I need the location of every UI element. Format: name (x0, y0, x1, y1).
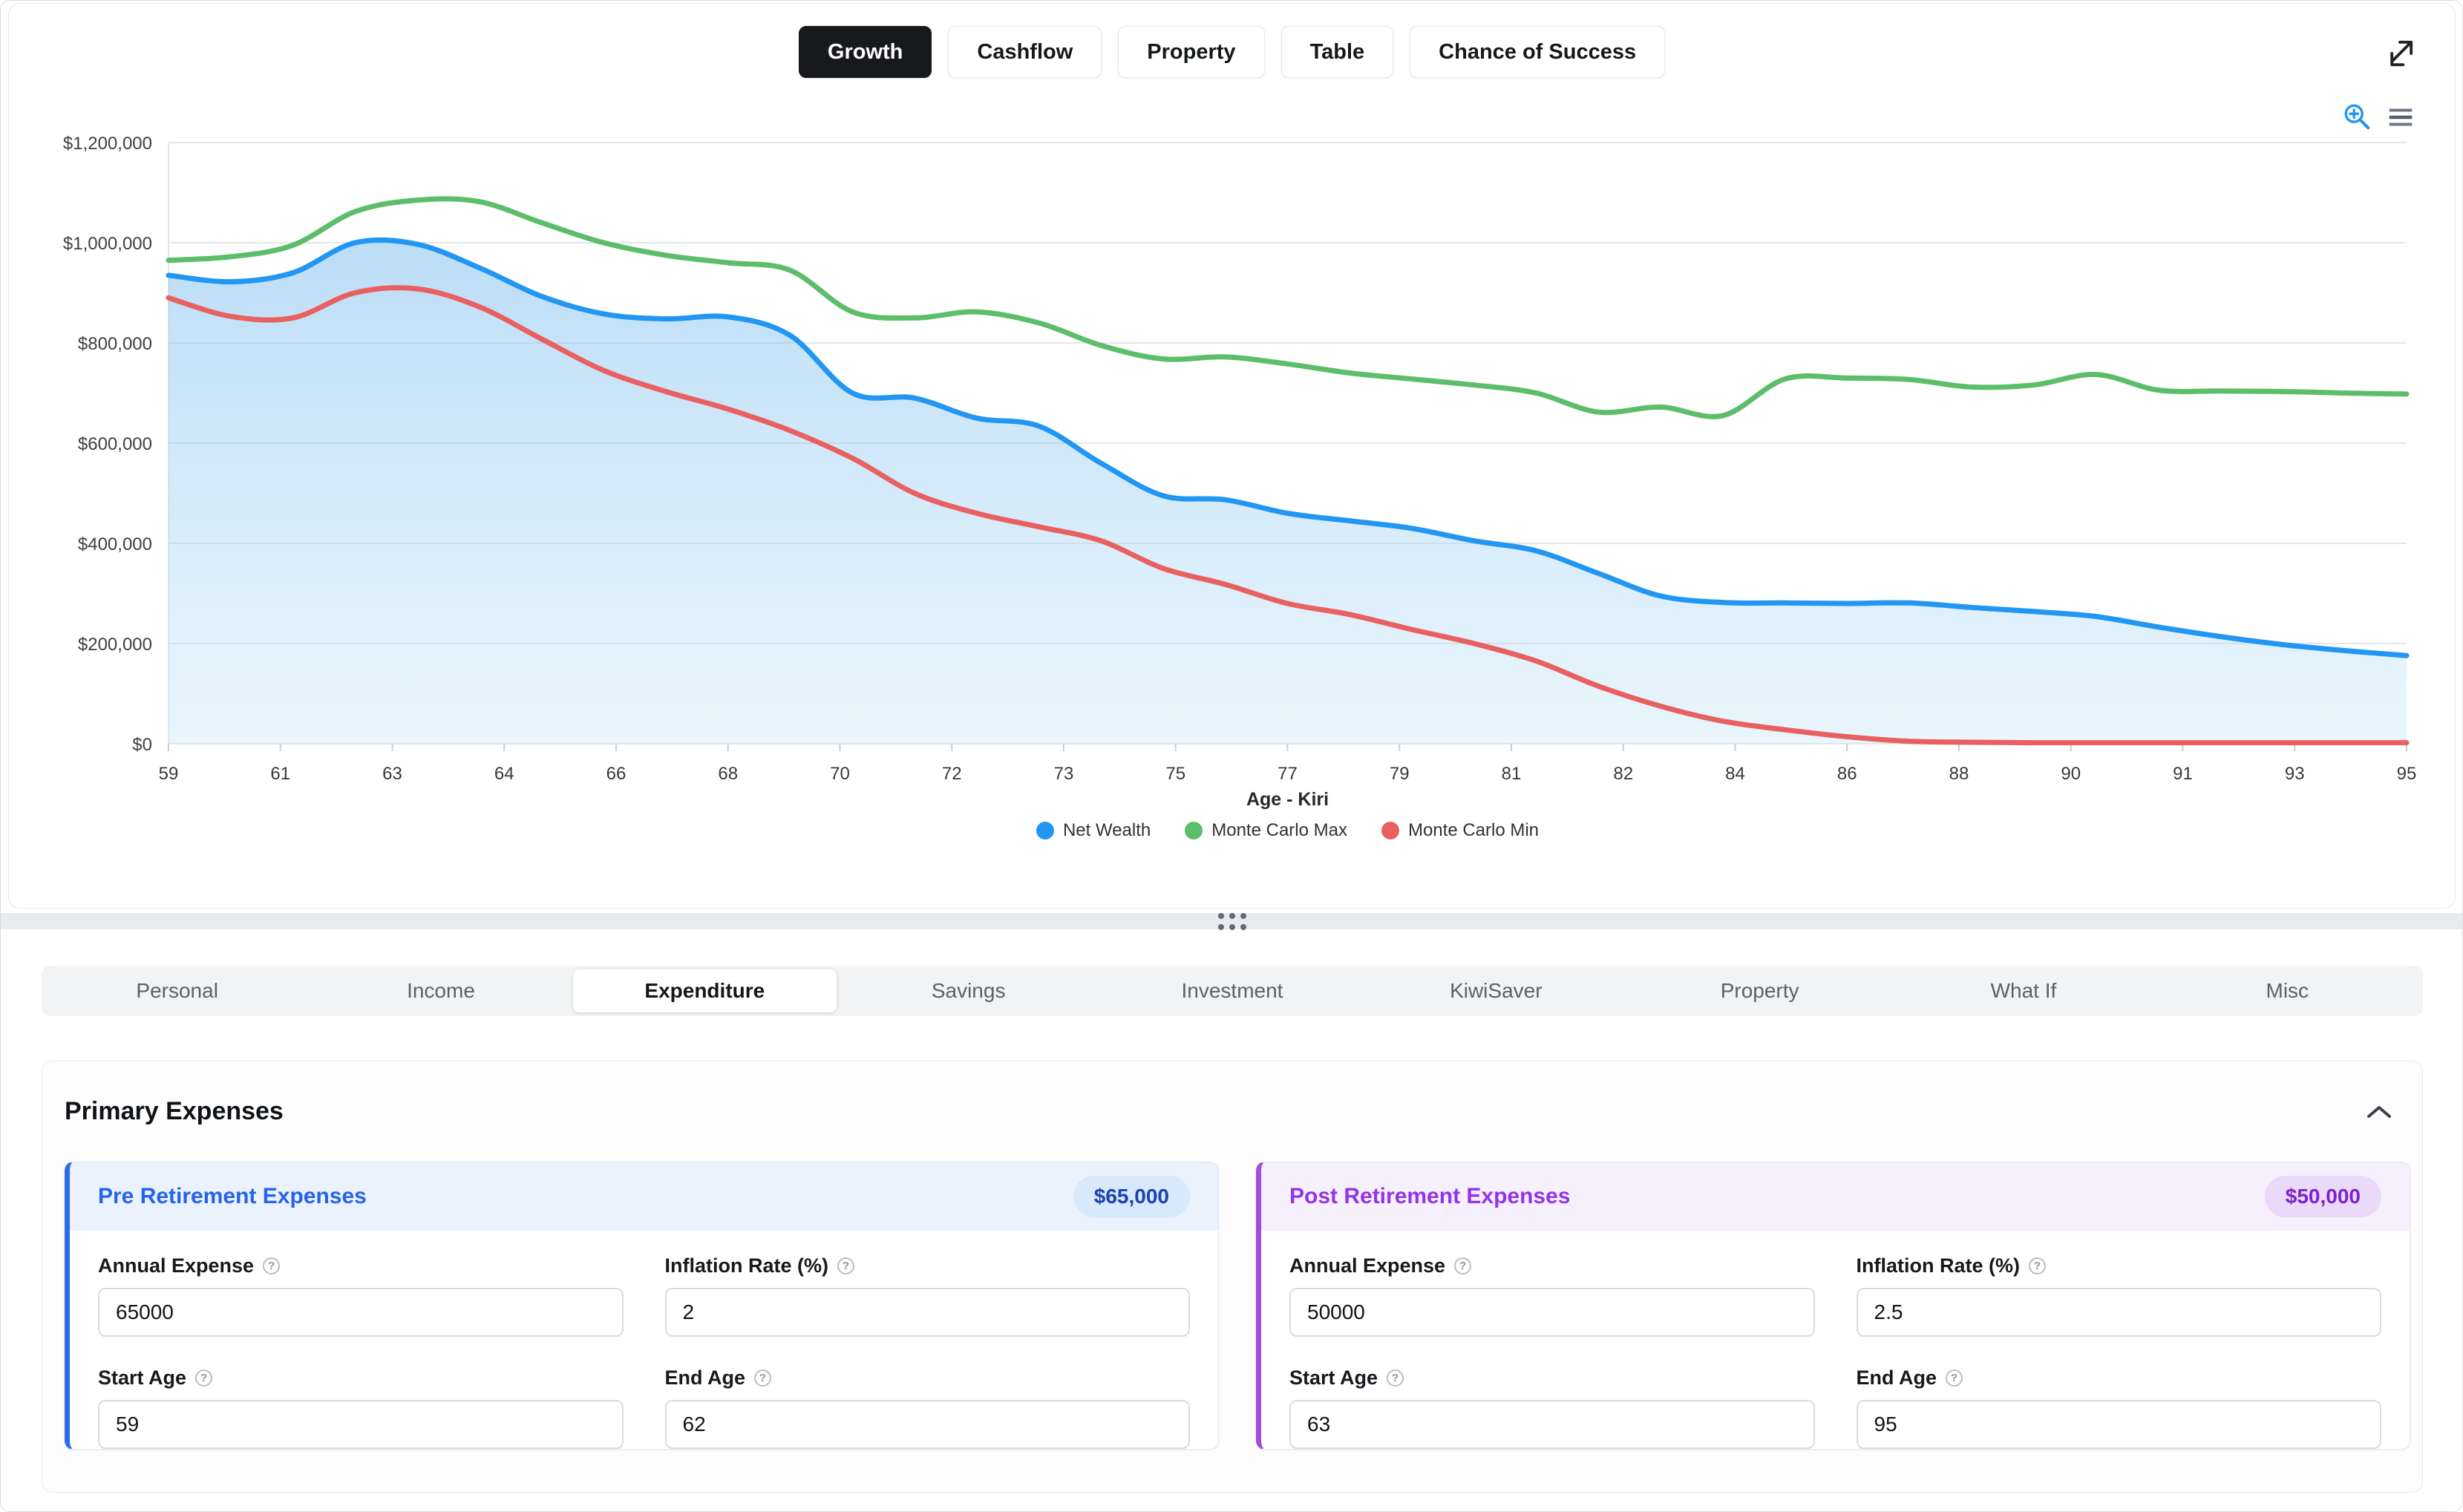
settings-tabbar: PersonalIncomeExpenditureSavingsInvestme… (42, 966, 2423, 1016)
primary-expenses-section: Primary Expenses Pre Retirement Expenses… (42, 1061, 2423, 1493)
chevron-up-icon[interactable] (2363, 1100, 2395, 1125)
chart-legend: Net Wealth Monte Carlo Max Monte Carlo M… (169, 820, 2407, 841)
settings-tab-misc[interactable]: Misc (2156, 969, 2419, 1012)
svg-text:$400,000: $400,000 (78, 534, 152, 554)
svg-text:72: 72 (942, 764, 962, 784)
start-age-field: Start Age? (1289, 1367, 1815, 1449)
net-wealth-dot-icon (1036, 822, 1054, 840)
annual-expense-input[interactable] (1289, 1288, 1815, 1337)
svg-text:82: 82 (1613, 764, 1633, 784)
svg-text:84: 84 (1725, 764, 1745, 784)
svg-text:$1,200,000: $1,200,000 (63, 134, 152, 154)
card-body: Annual Expense? Inflation Rate (%)? Star… (70, 1231, 1218, 1449)
settings-tab-property[interactable]: Property (1628, 969, 1891, 1012)
svg-text:73: 73 (1054, 764, 1074, 784)
inflation-rate-input[interactable] (1857, 1288, 2382, 1337)
settings-tab-personal[interactable]: Personal (45, 969, 309, 1012)
end-age-field: End Age? (1857, 1367, 2382, 1449)
help-icon[interactable]: ? (1946, 1369, 1963, 1387)
end-age-input[interactable] (1857, 1400, 2382, 1449)
svg-text:$800,000: $800,000 (78, 334, 152, 354)
settings-tab-expenditure[interactable]: Expenditure (573, 969, 837, 1012)
svg-text:86: 86 (1837, 764, 1857, 784)
card-header: Post Retirement Expenses $50,000 (1261, 1162, 2410, 1231)
svg-text:$1,000,000: $1,000,000 (63, 234, 152, 254)
start-age-field: Start Age? (98, 1367, 624, 1449)
help-icon[interactable]: ? (2029, 1257, 2046, 1274)
settings-tab-income[interactable]: Income (309, 969, 572, 1012)
svg-text:93: 93 (2285, 764, 2305, 784)
section-title: Primary Expenses (65, 1097, 284, 1126)
settings-tab-what-if[interactable]: What If (1891, 969, 2155, 1012)
svg-text:$0: $0 (132, 735, 152, 755)
svg-text:75: 75 (1165, 764, 1185, 784)
svg-text:90: 90 (2061, 764, 2081, 784)
inflation-rate-input[interactable] (665, 1288, 1191, 1337)
svg-text:66: 66 (606, 764, 627, 784)
svg-text:$600,000: $600,000 (78, 434, 152, 454)
svg-text:70: 70 (830, 764, 850, 784)
svg-text:$200,000: $200,000 (78, 635, 152, 655)
card-title: Pre Retirement Expenses (98, 1184, 367, 1209)
legend-item-net-wealth[interactable]: Net Wealth (1036, 820, 1151, 841)
svg-text:77: 77 (1278, 764, 1298, 784)
svg-text:88: 88 (1949, 764, 1969, 784)
svg-text:63: 63 (382, 764, 402, 784)
inflation-rate-field: Inflation Rate (%)? (665, 1254, 1191, 1337)
annual-expense-input[interactable] (98, 1288, 624, 1337)
svg-text:81: 81 (1502, 764, 1522, 784)
help-icon[interactable]: ? (1387, 1369, 1404, 1387)
chart-panel: GrowthCashflowPropertyTableChance of Suc… (8, 3, 2456, 909)
svg-text:59: 59 (159, 764, 179, 784)
growth-chart: $1,200,000 $1,000,000 $800,000 $600,000 $400… (9, 4, 2456, 788)
amount-badge: $50,000 (2265, 1176, 2381, 1217)
x-axis-title: Age - Kiri (169, 789, 2407, 811)
svg-text:91: 91 (2173, 764, 2193, 784)
help-icon[interactable]: ? (195, 1369, 212, 1387)
svg-text:68: 68 (718, 764, 738, 784)
start-age-input[interactable] (98, 1400, 624, 1449)
settings-tab-savings[interactable]: Savings (837, 969, 1100, 1012)
end-age-field: End Age? (665, 1367, 1191, 1449)
svg-text:79: 79 (1390, 764, 1410, 784)
help-icon[interactable]: ? (754, 1369, 771, 1387)
inflation-rate-field: Inflation Rate (%)? (1857, 1254, 2382, 1337)
svg-text:64: 64 (494, 764, 514, 784)
svg-text:61: 61 (270, 764, 290, 784)
help-icon[interactable]: ? (1454, 1257, 1471, 1274)
card-header: Pre Retirement Expenses $65,000 (70, 1162, 1218, 1231)
card-title: Post Retirement Expenses (1289, 1184, 1570, 1209)
annual-expense-field: Annual Expense? (98, 1254, 624, 1337)
monte-carlo-min-dot-icon (1381, 822, 1399, 840)
drag-grip-icon (1218, 913, 1246, 930)
settings-tab-investment[interactable]: Investment (1100, 969, 1364, 1012)
amount-badge: $65,000 (1073, 1176, 1190, 1217)
monte-carlo-max-dot-icon (1185, 822, 1203, 840)
start-age-input[interactable] (1289, 1400, 1815, 1449)
panel-resize-handle[interactable] (1, 913, 2463, 929)
post-retirement-expenses-card: Post Retirement Expenses $50,000 Annual … (1256, 1162, 2410, 1450)
help-icon[interactable]: ? (837, 1257, 854, 1274)
legend-item-monte-carlo-min[interactable]: Monte Carlo Min (1381, 820, 1539, 841)
settings-tab-kiwisaver[interactable]: KiwiSaver (1364, 969, 1628, 1012)
card-body: Annual Expense? Inflation Rate (%)? Star… (1261, 1231, 2410, 1449)
help-icon[interactable]: ? (263, 1257, 280, 1274)
legend-item-monte-carlo-max[interactable]: Monte Carlo Max (1185, 820, 1347, 841)
svg-text:95: 95 (2397, 764, 2417, 784)
end-age-input[interactable] (665, 1400, 1191, 1449)
pre-retirement-expenses-card: Pre Retirement Expenses $65,000 Annual E… (65, 1162, 1219, 1450)
annual-expense-field: Annual Expense? (1289, 1254, 1815, 1337)
app-window: GrowthCashflowPropertyTableChance of Suc… (0, 0, 2463, 1512)
